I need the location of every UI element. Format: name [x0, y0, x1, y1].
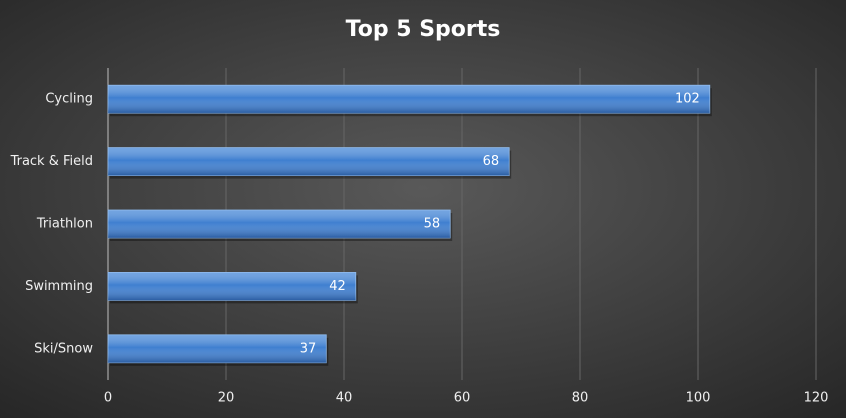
data-label: 58 [424, 217, 441, 232]
data-label: 42 [329, 279, 346, 294]
data-label: 68 [483, 154, 500, 169]
x-tick-label: 60 [454, 391, 471, 406]
y-tick-label: Cycling [45, 92, 93, 107]
bar-shine [108, 85, 710, 114]
x-tick-label: 100 [686, 391, 711, 406]
bar-shine [108, 147, 510, 176]
x-tick-label: 120 [804, 391, 829, 406]
data-label: 37 [300, 341, 317, 356]
y-tick-label: Swimming [25, 279, 93, 294]
bar-shine [108, 272, 356, 301]
x-tick-label: 40 [336, 391, 353, 406]
bar-shine [108, 334, 327, 363]
chart-title: Top 5 Sports [346, 17, 501, 42]
y-tick-label: Track & Field [10, 154, 93, 169]
bar-shine [108, 210, 451, 238]
y-tick-label: Ski/Snow [34, 341, 93, 356]
data-label: 102 [675, 92, 700, 107]
x-tick-label: 0 [104, 391, 112, 406]
x-tick-label: 80 [572, 391, 589, 406]
y-tick-label: Triathlon [36, 217, 93, 232]
x-tick-label: 20 [218, 391, 235, 406]
